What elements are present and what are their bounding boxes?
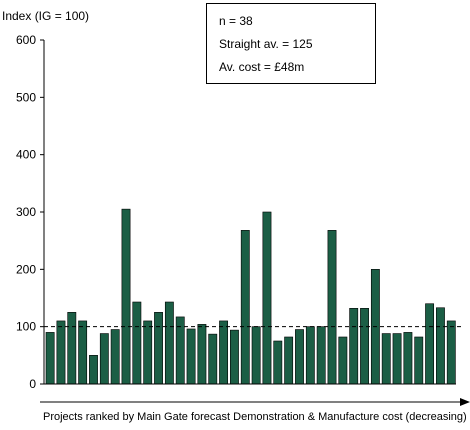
bar-35 [414,336,424,385]
stats-straight-average: Straight av. = 125 [219,37,313,51]
y-tick-label-100: 100 [16,320,36,334]
stats-n: n = 38 [219,14,253,28]
bar-1 [45,332,55,385]
bar-30 [360,308,369,385]
bar-16 [208,333,218,385]
bar-9 [132,301,142,385]
bar-6 [99,333,109,385]
y-axis-title: Index (IG = 100) [2,9,89,23]
bar-29 [349,308,359,385]
bar-4 [78,320,88,385]
bar-34 [403,332,413,385]
bar-25 [305,326,315,385]
bar-18 [230,329,239,385]
bar-2 [56,320,66,385]
bar-26 [316,326,326,385]
stats-box: n = 38 Straight av. = 125 Av. cost = £48… [206,3,376,84]
y-axis-ticks: 0 100 200 300 400 500 600 [16,33,44,391]
bar-21 [262,211,272,385]
bar-33 [392,333,402,385]
bar-5 [89,355,98,385]
y-tick-label-0: 0 [29,377,36,391]
y-tick-label-200: 200 [16,262,36,276]
bar-37 [436,307,445,385]
bar-7 [110,329,120,385]
bar-19 [240,230,250,385]
bar-20 [251,326,261,385]
bar-23 [284,336,294,385]
bar-3 [67,312,77,385]
bar-10 [143,320,153,385]
y-tick-label-500: 500 [16,90,36,104]
x-axis-title: Projects ranked by Main Gate forecast De… [43,411,467,423]
bar-15 [197,324,207,385]
bar-24 [295,329,304,385]
y-tick-label-400: 400 [16,148,36,162]
stats-average-cost: Av. cost = £48m [219,60,305,74]
bar-11 [154,312,163,385]
bar-14 [186,328,196,385]
bar-38 [446,320,456,385]
x-axis-arrow-head [460,398,470,406]
bar-8 [121,208,131,385]
bar-22 [273,340,283,385]
bar-36 [425,303,435,385]
bar-12 [164,301,174,385]
bar-32 [381,333,391,385]
bar-27 [327,230,337,385]
y-tick-label-300: 300 [16,205,36,219]
bars [45,208,456,385]
bar-28 [338,336,348,385]
y-tick-label-600: 600 [16,33,36,47]
bar-17 [219,320,229,385]
